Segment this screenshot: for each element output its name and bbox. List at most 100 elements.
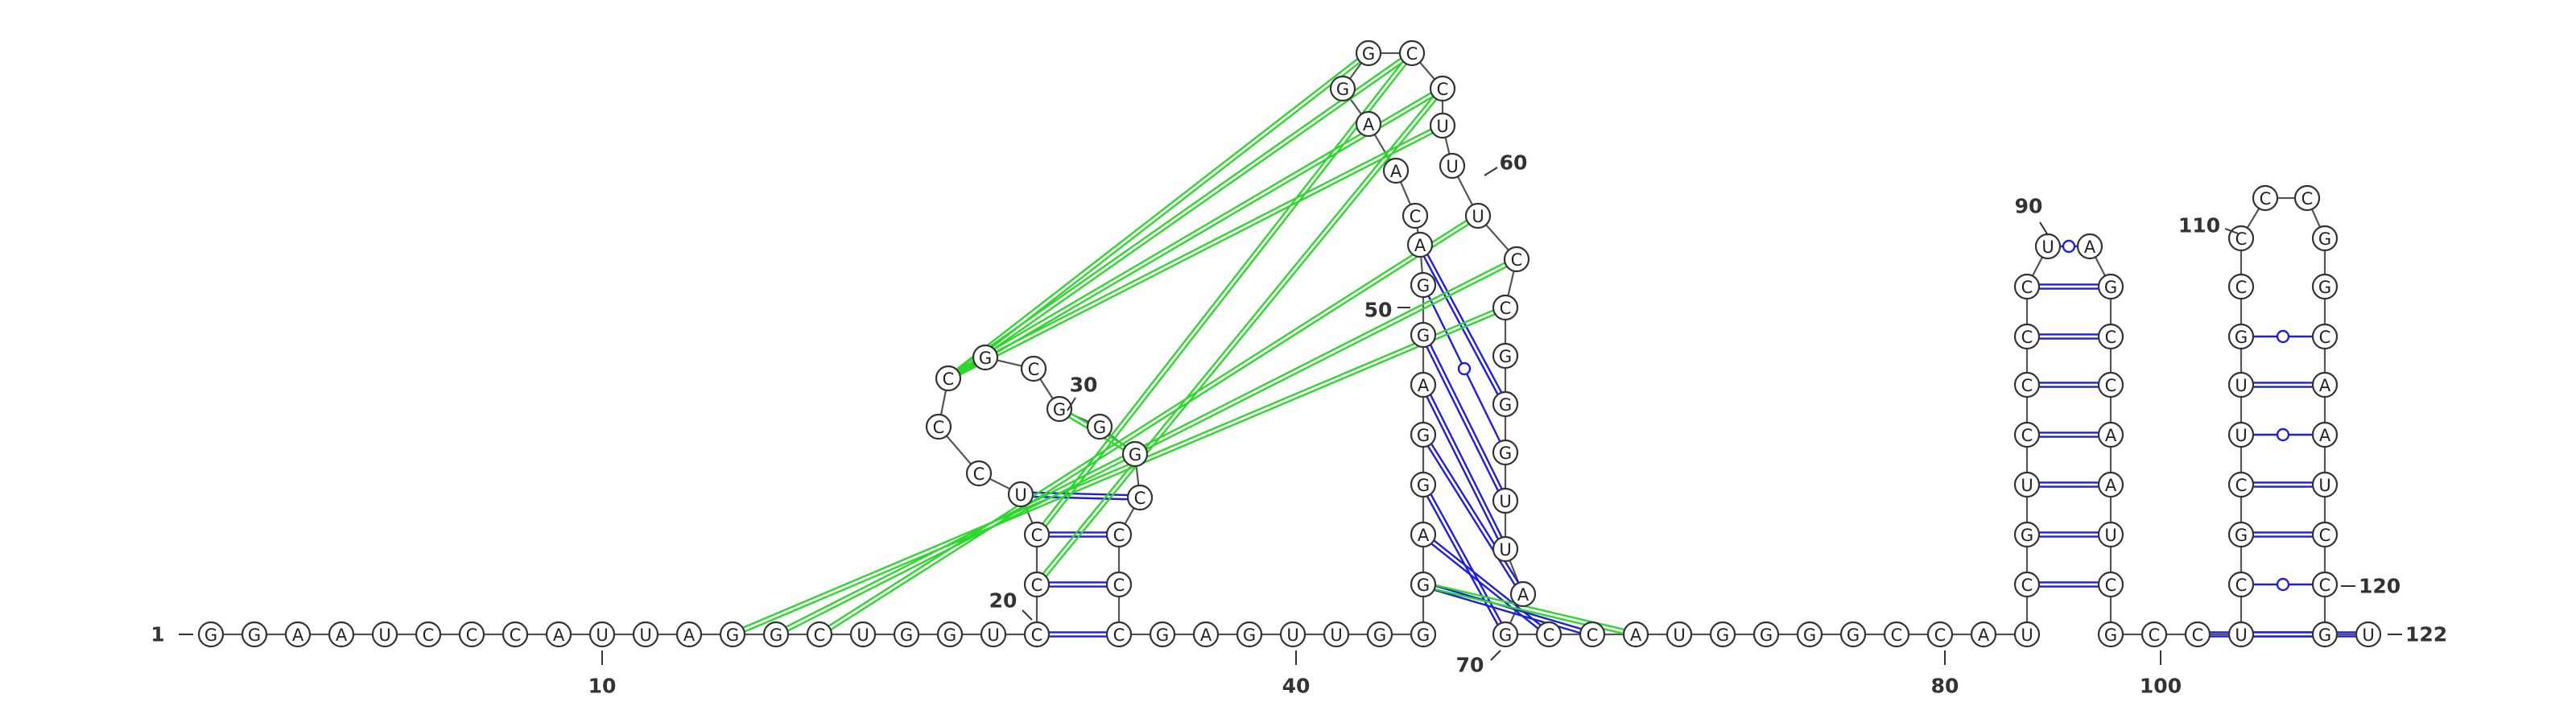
- tick-90: [2040, 222, 2048, 235]
- nucleotide-letter: U: [1499, 492, 1511, 511]
- nucleotide-82: C: [2015, 572, 2039, 597]
- nucleotide-letter: G: [1053, 400, 1066, 419]
- nucleotide-14: G: [764, 622, 788, 646]
- nucleotide-102: C: [2229, 572, 2253, 597]
- nucleotide-letter: C: [2235, 476, 2248, 495]
- nucleotide-letter: G: [204, 626, 217, 645]
- nucleotide-107: G: [2229, 324, 2253, 349]
- nucleotide-letter: G: [979, 349, 992, 368]
- nucleotide-letter: G: [248, 626, 261, 645]
- nucleotide-letter: C: [2319, 328, 2331, 347]
- nucleotide-99: C: [2142, 622, 2166, 646]
- base-pair-82-97: [2039, 582, 2099, 586]
- nucleotide-23: U: [1009, 482, 1033, 506]
- nucleotide-letter: U: [2235, 626, 2247, 645]
- base-pair-21-34: [1049, 582, 1107, 586]
- nucleotide-letter: C: [2235, 576, 2248, 595]
- nucleotide-letter: G: [1417, 576, 1430, 595]
- nucleotide-118: C: [2313, 522, 2337, 547]
- nucleotide-95: A: [2099, 473, 2123, 497]
- nucleotide-51: C: [1403, 204, 1427, 228]
- nucleotide-80: A: [1971, 622, 1996, 646]
- nucleotide-letter: C: [510, 626, 522, 645]
- nucleotide-101: U: [2229, 622, 2253, 646]
- nucleotide-10: U: [590, 622, 614, 646]
- tick-20: [1022, 610, 1032, 620]
- nucleotide-letter: G: [900, 626, 913, 645]
- nucleotide-letter: U: [1286, 626, 1298, 645]
- nucleotide-52: A: [1384, 159, 1408, 183]
- nucleotide-28: C: [1022, 357, 1046, 381]
- nucleotide-letter: U: [596, 626, 608, 645]
- wobble-pair-107-114: [2253, 331, 2313, 342]
- base-pair-83-96: [2039, 532, 2099, 536]
- nucleotide-57: C: [1430, 76, 1455, 101]
- nucleotide-92: C: [2099, 324, 2123, 349]
- nucleotide-96: U: [2099, 522, 2123, 547]
- nucleotide-78: C: [1885, 622, 1909, 646]
- nucleotide-letter: U: [857, 626, 869, 645]
- nucleotide-72: A: [1624, 622, 1648, 646]
- base-pair-22-33: [1049, 532, 1107, 536]
- nucleotide-letter: A: [1630, 626, 1642, 645]
- nucleotide-letter: C: [1028, 360, 1040, 379]
- nucleotide-letter: G: [2235, 526, 2248, 545]
- nucleotide-109: C: [2229, 226, 2253, 250]
- nucleotide-58: U: [1430, 114, 1455, 138]
- nucleotide-38: G: [1237, 622, 1261, 646]
- nucleotide-76: G: [1798, 622, 1822, 646]
- base-pair-86-93: [2039, 382, 2099, 386]
- nucleotide-20: C: [1025, 622, 1049, 646]
- nucleotide-letter: G: [2318, 229, 2331, 249]
- nucleotide-116: A: [2313, 423, 2337, 447]
- nucleotide-73: U: [1667, 622, 1691, 646]
- nucleotide-62: C: [1493, 295, 1517, 320]
- nucleotide-13: G: [720, 622, 745, 646]
- nucleotide-letter: G: [1499, 347, 1512, 366]
- nucleotide-114: C: [2313, 324, 2337, 349]
- nucleotide-45: G: [1411, 473, 1435, 497]
- nucleotide-98: G: [2099, 622, 2123, 646]
- nucleotide-69: G: [1493, 622, 1517, 646]
- nucleotide-letter: C: [933, 418, 945, 437]
- nucleotide-letter: U: [1330, 626, 1342, 645]
- nucleotide-113: G: [2313, 275, 2337, 299]
- nucleotide-41: G: [1368, 622, 1392, 646]
- nucleotide-letter: G: [2235, 328, 2248, 347]
- nucleotide-70: C: [1537, 622, 1561, 646]
- nucleotide-letter: G: [1417, 426, 1430, 445]
- pseudoknot-pair-26-58: [958, 130, 1433, 375]
- nucleotide-letter: G: [2104, 626, 2117, 645]
- nucleotide-letter: G: [726, 626, 739, 645]
- nucleotide-85: C: [2015, 423, 2039, 447]
- nucleotide-42: G: [1411, 622, 1435, 646]
- nucleotide-26: C: [936, 366, 960, 390]
- nucleotide-61: C: [1505, 247, 1529, 271]
- nucleotide-letter: A: [1363, 115, 1375, 134]
- nucleotide-54: G: [1331, 76, 1355, 101]
- nucleotide-letter: C: [1500, 299, 1512, 318]
- nucleotide-letter: C: [1934, 626, 1946, 645]
- nucleotide-letter: U: [1436, 117, 1448, 136]
- nucleotide-letter: U: [2021, 626, 2033, 645]
- nucleotide-letter: U: [1446, 157, 1458, 176]
- nucleotide-letter: G: [2104, 278, 2117, 297]
- nucleotide-letter: C: [2260, 189, 2272, 209]
- nucleotide-letter: C: [1511, 250, 1523, 270]
- nucleotide-24: C: [967, 461, 991, 485]
- nucleotide-letter: C: [2149, 626, 2161, 645]
- nucleotide-87: C: [2015, 324, 2039, 349]
- nucleotide-46: G: [1411, 423, 1435, 447]
- nucleotide-16: U: [851, 622, 875, 646]
- nucleotide-letter: A: [683, 626, 696, 645]
- base-pair-88-91: [2039, 284, 2099, 288]
- nucleotide-40: U: [1324, 622, 1348, 646]
- nucleotide-letter: C: [1587, 626, 1599, 645]
- nucleotide-letter: C: [2235, 278, 2248, 297]
- nucleotide-letter: G: [1417, 476, 1430, 495]
- nucleotide-93: C: [2099, 373, 2123, 397]
- nucleotide-77: G: [1841, 622, 1865, 646]
- nucleotide-letter: U: [378, 626, 390, 645]
- nucleotide-letter: A: [1414, 236, 1426, 255]
